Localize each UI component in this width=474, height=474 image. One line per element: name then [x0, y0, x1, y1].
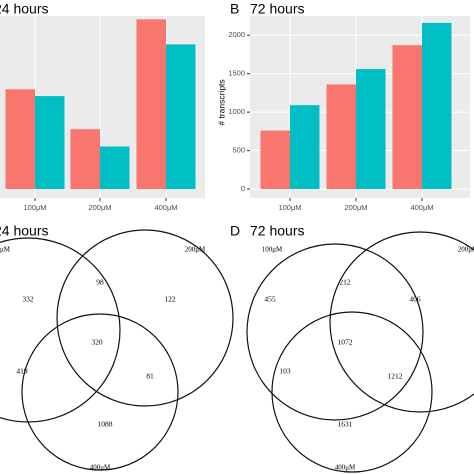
bar	[326, 84, 356, 189]
region-count: 212	[339, 278, 351, 287]
x-tick-label: 100μM	[278, 203, 301, 212]
region-count: 455	[264, 295, 276, 304]
bar	[422, 22, 452, 190]
region-count: 1212	[388, 372, 403, 381]
x-tick-label: 400μM	[154, 203, 177, 212]
region-count: 81	[146, 372, 154, 381]
bar	[100, 146, 130, 189]
bar	[35, 96, 65, 189]
y-axis-label: # transcripts	[216, 79, 226, 125]
venn-circle	[246, 243, 424, 421]
region-count: 122	[164, 295, 176, 304]
venn-circle	[56, 229, 234, 407]
y-tick-label: 0	[241, 184, 245, 193]
set-label: 200μM	[458, 246, 474, 254]
bar	[70, 129, 100, 189]
bar-panel: 0 500 1000 1500 2000 100μM 200μM 400μM # transcr…	[216, 16, 470, 212]
region-count: 103	[279, 367, 291, 376]
y-tick-label: 2000	[228, 30, 245, 39]
bar	[356, 69, 386, 189]
bar	[5, 89, 35, 189]
y-tick-label: 1000	[228, 107, 245, 116]
region-count: 332	[22, 295, 34, 304]
x-tick-label: 200μM	[88, 203, 111, 212]
panel-label: D	[230, 223, 240, 239]
chart-title: 24 hours	[0, 1, 48, 17]
region-count: 1631	[338, 420, 353, 429]
set-label: 100μM	[0, 246, 11, 254]
region-count: 1072	[338, 338, 353, 347]
venn-circle	[21, 313, 179, 471]
x-tick-label: 100μM	[23, 203, 46, 212]
region-count: 1088	[98, 420, 113, 429]
bar	[392, 45, 422, 190]
chart-title: 24 hours	[0, 223, 48, 239]
region-count: 98	[96, 278, 104, 287]
y-tick-label: 1500	[228, 69, 245, 78]
bar	[260, 130, 290, 189]
region-count: 320	[91, 338, 103, 347]
bar	[136, 19, 166, 189]
chart-title: 72 hours	[250, 1, 304, 17]
region-count: 406	[409, 295, 421, 304]
x-tick-label: 400μM	[410, 203, 433, 212]
set-label: 400μM	[335, 464, 356, 472]
region-count: 419	[16, 367, 28, 376]
venn-circle	[329, 231, 474, 413]
chart-title: 72 hours	[250, 223, 304, 239]
bar-panel: 100μM 200μM 400μM	[0, 16, 205, 212]
set-label: 100μM	[262, 246, 283, 254]
set-label: 400μM	[90, 464, 111, 472]
set-label: 200μM	[185, 246, 206, 254]
y-tick-label: 500	[232, 146, 245, 155]
venn-circle	[271, 311, 433, 473]
venn-panel: 100μM 200μM 400μM 332 98 122 320 419 81 1088	[0, 229, 234, 472]
x-tick-label: 200μM	[344, 203, 367, 212]
bar	[166, 44, 196, 189]
panel-label: B	[230, 1, 239, 17]
bar	[290, 105, 320, 189]
venn-panel: 100μM 200μM 400μM 455 212 406 1072 103 1212 1631	[246, 231, 474, 473]
